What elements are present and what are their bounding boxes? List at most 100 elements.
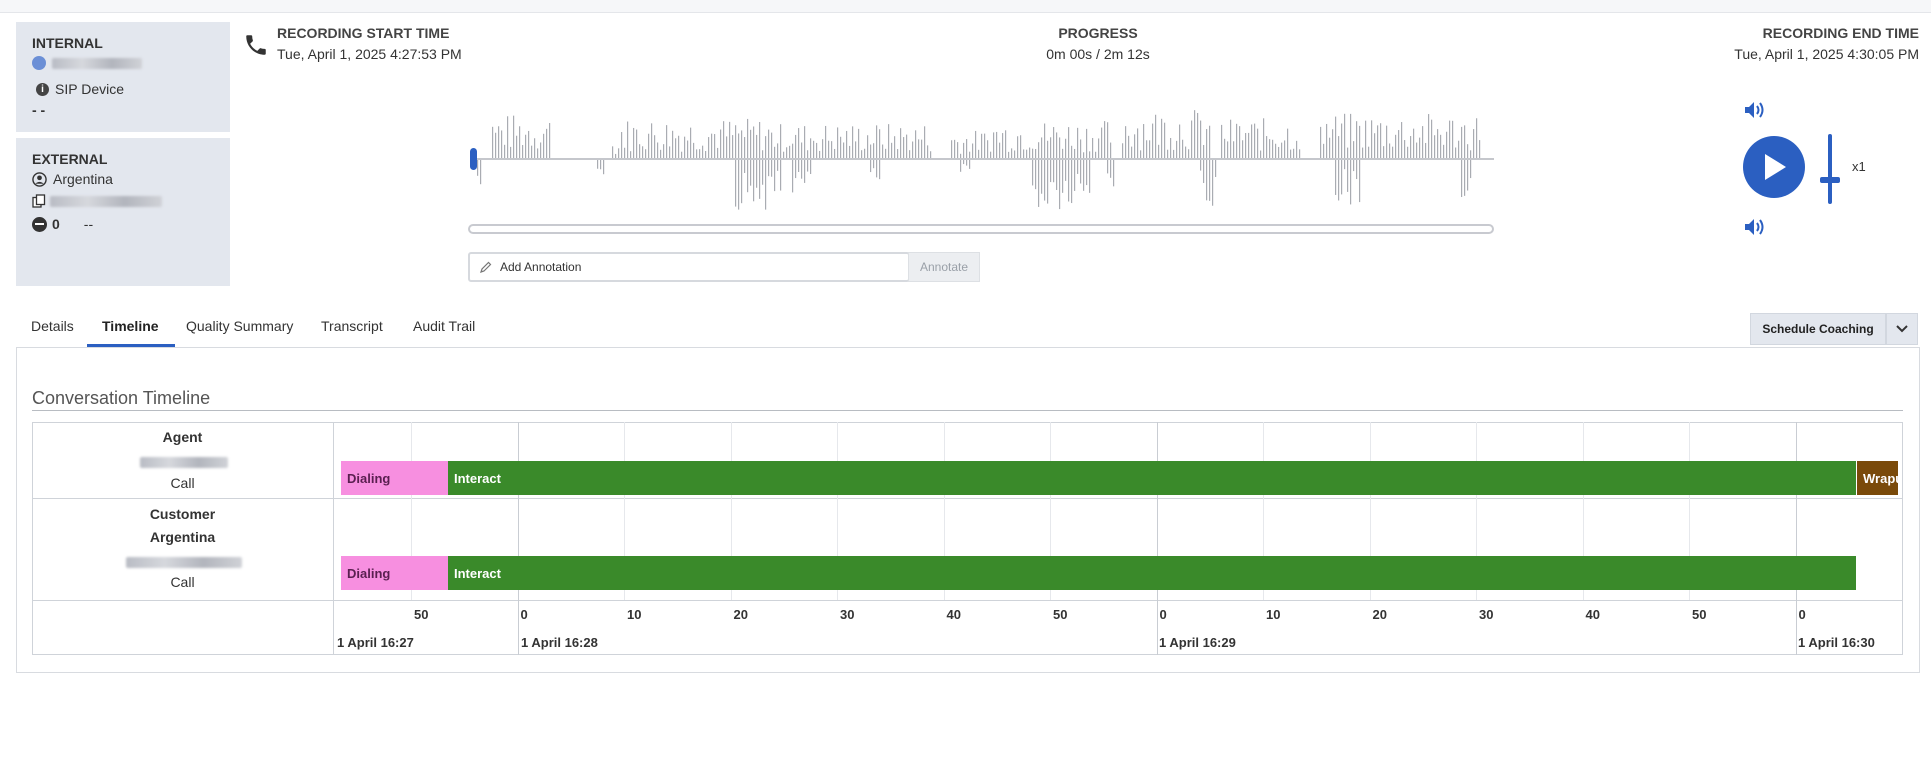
annotation-placeholder: Add Annotation bbox=[500, 260, 582, 274]
timeline-date-label: 1 April 16:28 bbox=[521, 635, 598, 650]
customer-role-label: Customer bbox=[149, 506, 216, 522]
timeline-gridline bbox=[1689, 422, 1690, 600]
annotation-input[interactable]: Add Annotation bbox=[468, 252, 910, 282]
timeline-gridline bbox=[1476, 422, 1477, 600]
chevron-down-icon bbox=[1896, 325, 1908, 333]
agent-name-redacted bbox=[140, 455, 228, 468]
tab-quality-summary[interactable]: Quality Summary bbox=[186, 318, 294, 334]
external-phone-redacted bbox=[50, 195, 162, 207]
top-strip bbox=[0, 0, 1931, 13]
speed-slider-thumb[interactable] bbox=[1820, 177, 1840, 183]
copy-icon[interactable] bbox=[32, 194, 46, 208]
speed-slider-track bbox=[1828, 134, 1832, 204]
external-count-row: 0 -- bbox=[32, 216, 93, 232]
recording-start-value: Tue, April 1, 2025 4:27:53 PM bbox=[277, 46, 462, 62]
timeline-gridline bbox=[1263, 422, 1264, 600]
timeline-tick-label: 0 bbox=[520, 607, 528, 622]
timeline-tick-label: 40 bbox=[946, 607, 961, 622]
user-circle-icon bbox=[32, 171, 47, 187]
external-count: 0 bbox=[52, 216, 60, 232]
recording-end-title: RECORDING END TIME bbox=[1762, 25, 1919, 41]
agent-media-label: Call bbox=[170, 475, 195, 491]
timeline-title: Conversation Timeline bbox=[32, 388, 211, 408]
timeline-title-rule bbox=[32, 410, 1903, 411]
minus-circle-icon bbox=[32, 216, 47, 232]
schedule-coaching-dropdown-button[interactable] bbox=[1886, 313, 1918, 345]
agent-dialing-segment[interactable]: Dialing bbox=[341, 461, 448, 495]
progress-value: 0m 00s / 2m 12s bbox=[1046, 46, 1150, 62]
timeline-tick-label: 0 bbox=[1798, 607, 1806, 622]
timeline-tick-label: 50 bbox=[414, 607, 429, 622]
recording-start-title: RECORDING START TIME bbox=[277, 25, 450, 41]
external-title: EXTERNAL bbox=[32, 151, 108, 167]
annotate-button[interactable]: Annotate bbox=[908, 252, 980, 282]
internal-extra: - - bbox=[32, 102, 46, 118]
external-phone-row bbox=[32, 194, 162, 208]
internal-participant-panel: INTERNAL i SIP Device - - bbox=[16, 22, 230, 132]
timeline-tick-label: 10 bbox=[1266, 607, 1281, 622]
tab-timeline[interactable]: Timeline bbox=[102, 318, 159, 334]
external-location-row: Argentina bbox=[32, 171, 113, 187]
timeline-gridline bbox=[1369, 422, 1371, 600]
timeline-minute-gridline bbox=[517, 422, 519, 655]
progress-title: PROGRESS bbox=[1058, 25, 1138, 41]
customer-interact-segment[interactable]: Interact bbox=[448, 556, 1856, 590]
internal-title: INTERNAL bbox=[32, 35, 103, 51]
timeline-tick-label: 50 bbox=[1053, 607, 1068, 622]
internal-user-name-redacted bbox=[52, 57, 142, 69]
timeline-grid bbox=[32, 422, 1903, 655]
audio-waveform[interactable] bbox=[470, 100, 1494, 212]
timeline-date-label: 1 April 16:27 bbox=[337, 635, 414, 650]
agent-wrapup-segment[interactable]: Wrapup bbox=[1857, 461, 1898, 495]
timeline-date-label: 1 April 16:29 bbox=[1159, 635, 1236, 650]
playback-scrubber[interactable] bbox=[468, 224, 1494, 234]
timeline-tick-label: 10 bbox=[627, 607, 642, 622]
timeline-row-divider-2 bbox=[32, 600, 1903, 601]
volume-down-icon[interactable] bbox=[1743, 217, 1767, 237]
volume-up-icon[interactable] bbox=[1743, 100, 1767, 120]
user-avatar-icon bbox=[32, 56, 46, 70]
timeline-gridline bbox=[837, 422, 838, 600]
timeline-minute-gridline bbox=[1795, 422, 1797, 655]
tab-details[interactable]: Details bbox=[31, 318, 74, 334]
external-participant-panel: EXTERNAL Argentina 0 -- bbox=[16, 138, 230, 286]
tab-transcript[interactable]: Transcript bbox=[321, 318, 383, 334]
recording-end-value: Tue, April 1, 2025 4:30:05 PM bbox=[1734, 46, 1919, 62]
schedule-coaching-button[interactable]: Schedule Coaching bbox=[1750, 313, 1886, 345]
customer-dialing-segment[interactable]: Dialing bbox=[341, 556, 448, 590]
tab-audit-trail[interactable]: Audit Trail bbox=[413, 318, 476, 334]
customer-phone-redacted bbox=[126, 555, 242, 568]
timeline-label-column-divider bbox=[333, 422, 334, 655]
active-tab-indicator bbox=[87, 344, 175, 347]
timeline-tick-label: 40 bbox=[1585, 607, 1600, 622]
timeline-tick-label: 0 bbox=[1159, 607, 1167, 622]
internal-device-row: i SIP Device bbox=[36, 81, 124, 97]
timeline-gridline bbox=[730, 422, 732, 600]
timeline-gridline bbox=[411, 422, 412, 600]
speed-label: x1 bbox=[1852, 159, 1866, 174]
internal-device-label: SIP Device bbox=[55, 81, 124, 97]
timeline-tick-label: 30 bbox=[840, 607, 855, 622]
speed-slider[interactable] bbox=[1820, 134, 1840, 204]
play-button[interactable] bbox=[1743, 136, 1805, 198]
timeline-gridline bbox=[1050, 422, 1051, 600]
timeline-row-divider-1 bbox=[32, 498, 1903, 499]
waveform-graphic bbox=[470, 110, 1494, 210]
timeline-gridline bbox=[1582, 422, 1584, 600]
timeline-tick-label: 50 bbox=[1692, 607, 1707, 622]
timeline-minute-gridline bbox=[1156, 422, 1158, 655]
info-icon: i bbox=[36, 82, 49, 96]
internal-user-row bbox=[32, 56, 142, 70]
pencil-icon bbox=[480, 261, 492, 273]
timeline-tick-label: 30 bbox=[1479, 607, 1494, 622]
agent-interact-segment[interactable]: Interact bbox=[448, 461, 1856, 495]
timeline-gridline bbox=[943, 422, 945, 600]
timeline-gridline bbox=[624, 422, 625, 600]
playhead-handle[interactable] bbox=[470, 148, 477, 170]
customer-media-label: Call bbox=[170, 574, 195, 590]
timeline-tick-label: 20 bbox=[1372, 607, 1387, 622]
timeline-tick-label: 20 bbox=[733, 607, 748, 622]
external-location: Argentina bbox=[53, 171, 113, 187]
customer-location-label: Argentina bbox=[149, 529, 216, 545]
agent-role-label: Agent bbox=[162, 429, 203, 445]
